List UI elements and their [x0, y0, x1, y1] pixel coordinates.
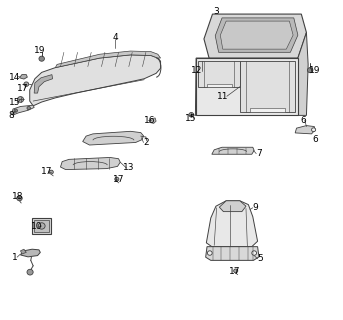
Circle shape	[24, 82, 29, 86]
Text: 10: 10	[31, 222, 42, 231]
Circle shape	[17, 97, 24, 102]
Polygon shape	[212, 147, 254, 154]
Text: 9: 9	[252, 203, 258, 212]
Polygon shape	[208, 84, 232, 87]
Circle shape	[189, 113, 194, 117]
Polygon shape	[21, 249, 26, 254]
Circle shape	[14, 109, 17, 112]
Text: 6: 6	[312, 135, 318, 144]
Circle shape	[208, 251, 212, 255]
Text: 17: 17	[113, 175, 124, 184]
Text: 17: 17	[229, 267, 240, 276]
Polygon shape	[21, 249, 40, 257]
Polygon shape	[220, 21, 293, 49]
Polygon shape	[196, 58, 209, 116]
Polygon shape	[20, 75, 27, 79]
Text: 7: 7	[256, 149, 261, 158]
Text: 16: 16	[143, 116, 155, 125]
Polygon shape	[295, 125, 315, 134]
Polygon shape	[55, 51, 161, 68]
Circle shape	[252, 251, 257, 255]
Text: 3: 3	[213, 7, 219, 16]
Circle shape	[17, 196, 22, 201]
Polygon shape	[204, 14, 306, 58]
Polygon shape	[206, 247, 259, 260]
Polygon shape	[12, 105, 34, 115]
Text: 17: 17	[41, 167, 52, 176]
Circle shape	[27, 269, 33, 275]
Text: 5: 5	[258, 254, 263, 263]
Text: 6: 6	[300, 116, 306, 125]
Polygon shape	[30, 55, 161, 106]
Circle shape	[39, 56, 45, 61]
Polygon shape	[32, 218, 51, 234]
Circle shape	[49, 170, 53, 174]
Text: 15: 15	[185, 114, 196, 123]
Text: 12: 12	[191, 66, 203, 75]
Circle shape	[38, 223, 45, 229]
Polygon shape	[215, 18, 298, 52]
Text: 19: 19	[34, 45, 46, 55]
Text: 2: 2	[143, 138, 149, 147]
Circle shape	[234, 269, 238, 273]
Polygon shape	[83, 131, 143, 145]
Text: 17: 17	[17, 84, 29, 93]
Circle shape	[27, 107, 31, 110]
Circle shape	[307, 68, 313, 73]
Polygon shape	[250, 108, 285, 112]
Text: 4: 4	[112, 33, 118, 42]
Text: 18: 18	[12, 192, 24, 201]
Circle shape	[115, 177, 119, 181]
Polygon shape	[149, 118, 156, 123]
Text: 11: 11	[217, 92, 228, 101]
Polygon shape	[34, 75, 52, 93]
Polygon shape	[240, 61, 295, 112]
Text: 15: 15	[9, 98, 20, 107]
Text: 1: 1	[11, 253, 17, 262]
Polygon shape	[34, 220, 49, 232]
Circle shape	[311, 128, 316, 132]
Polygon shape	[298, 33, 308, 116]
Polygon shape	[60, 157, 120, 170]
Text: 14: 14	[9, 73, 20, 82]
Text: 13: 13	[123, 164, 134, 172]
Text: 8: 8	[8, 111, 14, 120]
Polygon shape	[206, 201, 258, 247]
Polygon shape	[196, 58, 298, 116]
Polygon shape	[219, 201, 246, 212]
Polygon shape	[198, 61, 240, 87]
Text: 19: 19	[309, 66, 321, 75]
